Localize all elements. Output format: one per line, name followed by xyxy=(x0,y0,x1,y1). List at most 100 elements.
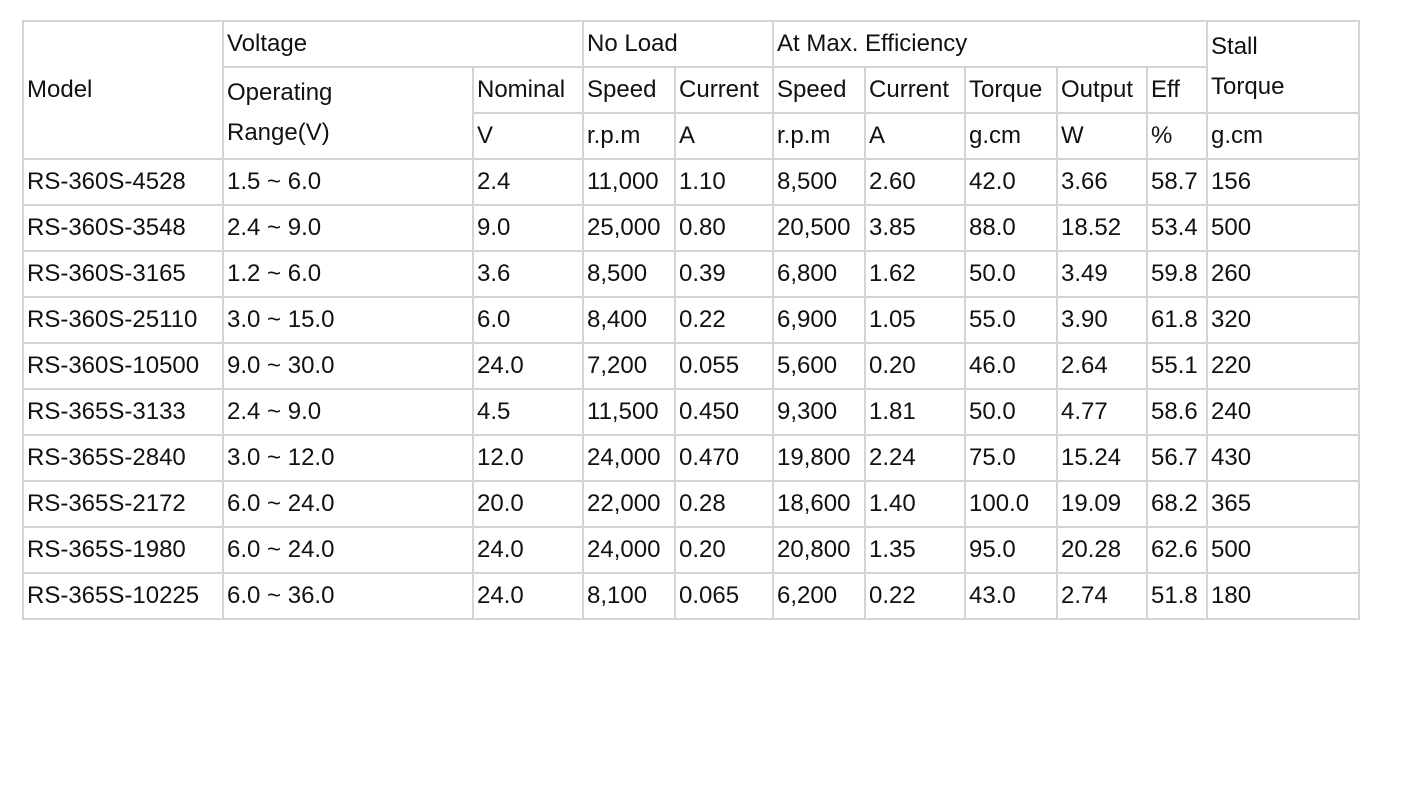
table-header: Model Voltage No Load At Max. Efficiency… xyxy=(22,20,1361,160)
value-cell: 6,900 xyxy=(772,296,867,344)
value-cell: 3.66 xyxy=(1056,158,1149,206)
value-cell: 56.7 xyxy=(1146,434,1209,482)
value-cell: 1.81 xyxy=(864,388,967,436)
model-cell: RS-365S-2172 xyxy=(22,480,224,528)
value-cell: 50.0 xyxy=(964,388,1059,436)
value-cell: 19.09 xyxy=(1056,480,1149,528)
value-cell: 3.49 xyxy=(1056,250,1149,298)
value-cell: 18,600 xyxy=(772,480,867,528)
value-cell: 95.0 xyxy=(964,526,1059,574)
value-cell: 365 xyxy=(1206,480,1361,528)
header-cell: Nominal xyxy=(471,66,585,114)
table-row: RS-365S-2840 3.0 ~ 12.0 12.0 24,000 0.470 19,… xyxy=(22,434,1361,482)
value-cell: 51.8 xyxy=(1146,572,1209,620)
model-cell: RS-365S-3133 xyxy=(22,388,224,436)
header-cell: A xyxy=(674,112,775,160)
model-cell: RS-365S-1980 xyxy=(22,526,224,574)
header-cell: % xyxy=(1146,112,1209,160)
value-cell: 1.40 xyxy=(864,480,967,528)
value-cell: 12.0 xyxy=(471,434,585,482)
header-cell: A xyxy=(864,112,967,160)
value-cell: 2.4 ~ 9.0 xyxy=(222,388,474,436)
value-cell: 100.0 xyxy=(964,480,1059,528)
value-cell: 43.0 xyxy=(964,572,1059,620)
value-cell: 4.77 xyxy=(1056,388,1149,436)
value-cell: 240 xyxy=(1206,388,1361,436)
value-cell: 430 xyxy=(1206,434,1361,482)
table-row: RS-360S-4528 1.5 ~ 6.0 2.4 11,000 1.10 8,500 2… xyxy=(22,158,1361,206)
model-cell: RS-360S-10500 xyxy=(22,342,224,390)
table-body: RS-360S-4528 1.5 ~ 6.0 2.4 11,000 1.10 8,500 2… xyxy=(22,158,1361,620)
header-cell: Stall Torque xyxy=(1206,20,1361,114)
value-cell: 24,000 xyxy=(582,434,677,482)
value-cell: 220 xyxy=(1206,342,1361,390)
value-cell: 24.0 xyxy=(471,526,585,574)
value-cell: 46.0 xyxy=(964,342,1059,390)
header-cell: Eff xyxy=(1146,66,1209,114)
value-cell: 0.28 xyxy=(674,480,775,528)
value-cell: 11,500 xyxy=(582,388,677,436)
value-cell: 1.2 ~ 6.0 xyxy=(222,250,474,298)
value-cell: 24.0 xyxy=(471,572,585,620)
value-cell: 180 xyxy=(1206,572,1361,620)
header-row: Operating Range(V) Nominal Speed Current… xyxy=(23,66,1359,160)
value-cell: 25,000 xyxy=(582,204,677,252)
header-cell: Model xyxy=(22,20,224,160)
value-cell: 6.0 ~ 36.0 xyxy=(222,572,474,620)
header-row: V r.p.m A r.p.m A g.cm W % g.cm xyxy=(23,112,1361,160)
value-cell: 500 xyxy=(1206,526,1361,574)
value-cell: 2.4 ~ 9.0 xyxy=(222,204,474,252)
value-cell: 3.85 xyxy=(864,204,967,252)
header-cell: Current xyxy=(674,66,775,114)
table-row: RS-365S-2172 6.0 ~ 24.0 20.0 22,000 0.28 18,6… xyxy=(22,480,1361,528)
spec-table: Model Voltage No Load At Max. Efficiency… xyxy=(22,20,1361,620)
model-cell: RS-360S-4528 xyxy=(22,158,224,206)
header-cell: Operating Range(V) xyxy=(222,66,474,160)
value-cell: 7,200 xyxy=(582,342,677,390)
value-cell: 9,300 xyxy=(772,388,867,436)
value-cell: 0.065 xyxy=(674,572,775,620)
value-cell: 4.5 xyxy=(471,388,585,436)
value-cell: 15.24 xyxy=(1056,434,1149,482)
value-cell: 6,800 xyxy=(772,250,867,298)
value-cell: 9.0 xyxy=(471,204,585,252)
value-cell: 0.20 xyxy=(674,526,775,574)
value-cell: 55.1 xyxy=(1146,342,1209,390)
value-cell: 2.74 xyxy=(1056,572,1149,620)
value-cell: 88.0 xyxy=(964,204,1059,252)
value-cell: 42.0 xyxy=(964,158,1059,206)
header-cell: r.p.m xyxy=(582,112,677,160)
table-row: RS-365S-10225 6.0 ~ 36.0 24.0 8,100 0.065 6,2… xyxy=(22,572,1361,620)
value-cell: 1.05 xyxy=(864,296,967,344)
value-cell: 3.6 xyxy=(471,250,585,298)
value-cell: 20.0 xyxy=(471,480,585,528)
header-cell: Speed xyxy=(582,66,677,114)
value-cell: 59.8 xyxy=(1146,250,1209,298)
value-cell: 2.24 xyxy=(864,434,967,482)
header-cell: r.p.m xyxy=(772,112,867,160)
header-cell: Current xyxy=(864,66,967,114)
header-row: Model Voltage No Load At Max. Efficiency… xyxy=(22,20,1361,160)
value-cell: 20.28 xyxy=(1056,526,1149,574)
header-cell: Speed xyxy=(772,66,867,114)
table-row: RS-360S-25110 3.0 ~ 15.0 6.0 8,400 0.22 6,900… xyxy=(22,296,1361,344)
value-cell: 500 xyxy=(1206,204,1361,252)
value-cell: 0.20 xyxy=(864,342,967,390)
value-cell: 0.470 xyxy=(674,434,775,482)
model-cell: RS-360S-3165 xyxy=(22,250,224,298)
model-cell: RS-365S-2840 xyxy=(22,434,224,482)
header-cell: No Load xyxy=(582,20,775,68)
header-text: Operating Range(V) xyxy=(227,79,333,146)
value-cell: 0.055 xyxy=(674,342,775,390)
model-cell: RS-360S-3548 xyxy=(22,204,224,252)
value-cell: 24.0 xyxy=(471,342,585,390)
header-cell: Output xyxy=(1056,66,1149,114)
value-cell: 8,500 xyxy=(582,250,677,298)
table-row: RS-360S-10500 9.0 ~ 30.0 24.0 7,200 0.055 5,6… xyxy=(22,342,1361,390)
value-cell: 320 xyxy=(1206,296,1361,344)
header-cell: Voltage xyxy=(221,20,585,68)
value-cell: 20,800 xyxy=(772,526,867,574)
value-cell: 8,500 xyxy=(772,158,867,206)
value-cell: 0.450 xyxy=(674,388,775,436)
